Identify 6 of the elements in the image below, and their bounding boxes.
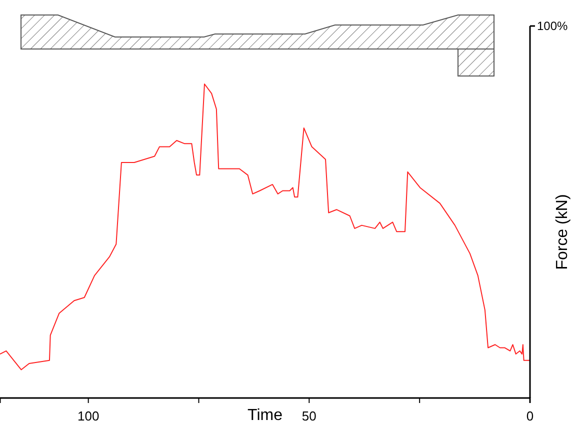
text: 100% [537, 19, 568, 33]
x-tick-label: 50 [302, 408, 316, 424]
x-axis-title: Time [248, 407, 283, 424]
x-tick-label: 100 [77, 408, 100, 424]
x-tick-label: 0 [526, 408, 534, 424]
y-axis-title: Force (kN) [554, 194, 571, 270]
